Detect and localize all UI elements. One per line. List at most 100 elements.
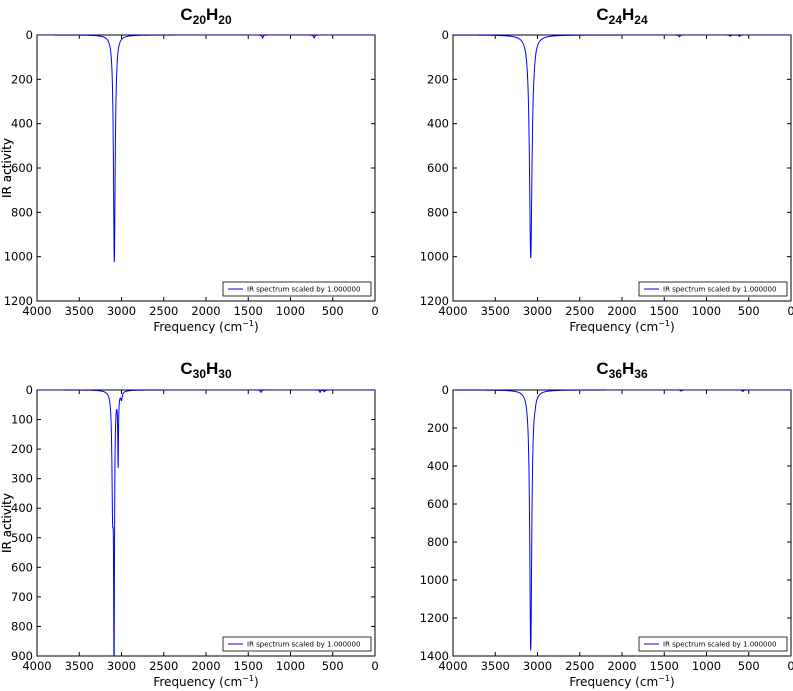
chart-title: C36H36 <box>596 359 648 381</box>
x-axis-label: Frequency (cm−1) <box>153 319 258 334</box>
x-tick-label: 0 <box>371 304 378 318</box>
spectrum-line <box>453 35 791 259</box>
x-tick-label: 2500 <box>565 304 594 318</box>
y-tick-label: 400 <box>11 501 33 515</box>
y-tick-label: 400 <box>427 117 449 131</box>
plot-frame <box>36 34 376 302</box>
y-axis-label: IR activity <box>0 138 14 198</box>
x-tick-label: 2500 <box>565 659 594 673</box>
chart-panel-3: C30H30 4000 3500 3000 2500 2000 1500 1000 500 0 0 1… <box>0 359 379 689</box>
x-tick-label: 3500 <box>65 304 94 318</box>
y-tick-label: 600 <box>11 161 33 175</box>
y-axis-label: IR activity <box>0 493 14 553</box>
y-tick-label: 200 <box>11 442 33 456</box>
spectrum-line <box>37 390 375 656</box>
x-tick-label: 2000 <box>191 304 220 318</box>
x-tick-label: 3000 <box>523 659 552 673</box>
y-tick-label: 1400 <box>420 649 449 663</box>
x-axis-label: Frequency (cm−1) <box>569 319 674 334</box>
chart-panel-1: C20H20 4000 3500 3000 2500 2000 1500 1000 500 0 0 2… <box>0 5 379 334</box>
x-tick-label: 500 <box>322 659 344 673</box>
x-tick-label: 3000 <box>107 304 136 318</box>
x-tick-label: 1500 <box>650 659 679 673</box>
legend-label: IR spectrum scaled by 1.000000 <box>663 286 776 294</box>
y-tick-label: 1000 <box>420 250 449 264</box>
x-axis-label: Frequency (cm−1) <box>569 674 674 689</box>
y-axis-label: IR activity <box>0 138 14 198</box>
x-tick-label: 1500 <box>650 304 679 318</box>
chart-title: C30H30 <box>180 359 232 381</box>
y-tick-label: 100 <box>11 413 33 427</box>
x-tick-label: 4000 <box>438 304 467 318</box>
y-tick-label: 0 <box>26 383 33 397</box>
x-tick-label: 0 <box>371 659 378 673</box>
x-tick-label: 3500 <box>481 304 510 318</box>
y-tick-label: 500 <box>11 531 33 545</box>
x-axis-label: Frequency (cm−1) <box>153 674 258 689</box>
x-tick-label: 2000 <box>191 659 220 673</box>
y-tick-label: 0 <box>26 28 33 42</box>
y-tick-label: 1000 <box>420 573 449 587</box>
y-tick-label: 1200 <box>4 294 33 308</box>
x-tick-label: 3500 <box>481 659 510 673</box>
x-tick-label: 2000 <box>607 659 636 673</box>
x-tick-label: 4000 <box>22 659 51 673</box>
plot-frame <box>36 389 376 657</box>
legend-box <box>638 281 788 297</box>
y-tick-label: 800 <box>11 619 33 633</box>
x-tick-label: 2500 <box>149 304 178 318</box>
x-tick-label: 1500 <box>234 659 263 673</box>
y-tick-label: 600 <box>11 560 33 574</box>
plot-frame <box>452 34 792 302</box>
spectrum-line <box>453 390 791 651</box>
y-tick-label: 0 <box>442 383 449 397</box>
x-tick-label: 1000 <box>276 659 305 673</box>
y-tick-label: 900 <box>11 649 33 663</box>
x-tick-label: 3000 <box>107 659 136 673</box>
x-tick-label: 3500 <box>65 659 94 673</box>
legend-box <box>222 281 372 297</box>
y-tick-label: 200 <box>11 72 33 86</box>
spectrum-line <box>37 35 375 263</box>
x-tick-label: 1500 <box>234 304 263 318</box>
chart-title: C24H24 <box>596 5 648 27</box>
x-tick-label: 4000 <box>22 304 51 318</box>
x-tick-label: 500 <box>322 304 344 318</box>
y-tick-label: 0 <box>442 28 449 42</box>
y-tick-label: 800 <box>427 205 449 219</box>
x-tick-label: 500 <box>738 659 760 673</box>
y-tick-label: 800 <box>427 535 449 549</box>
y-tick-label: 600 <box>427 497 449 511</box>
legend-box <box>638 636 788 652</box>
x-tick-label: 2000 <box>607 304 636 318</box>
y-tick-label: 800 <box>11 205 33 219</box>
y-tick-label: 1200 <box>420 294 449 308</box>
x-tick-label: 2500 <box>149 659 178 673</box>
x-tick-label: 0 <box>787 659 793 673</box>
y-tick-label: 400 <box>11 117 33 131</box>
y-tick-label: 200 <box>427 421 449 435</box>
y-tick-label: 700 <box>11 590 33 604</box>
plot-frame <box>452 389 792 657</box>
x-tick-label: 1000 <box>276 304 305 318</box>
x-tick-label: 500 <box>738 304 760 318</box>
y-tick-label: 600 <box>427 161 449 175</box>
y-tick-label: 400 <box>427 459 449 473</box>
x-tick-label: 0 <box>787 304 793 318</box>
x-tick-label: 4000 <box>438 659 467 673</box>
chart-title: C20H20 <box>180 5 232 27</box>
legend-box <box>222 636 372 652</box>
legend-label: IR spectrum scaled by 1.000000 <box>247 286 360 294</box>
x-tick-label: 1000 <box>692 659 721 673</box>
y-tick-label: 200 <box>427 72 449 86</box>
y-tick-label: 1000 <box>4 250 33 264</box>
y-tick-label: 1200 <box>420 611 449 625</box>
y-tick-label: 300 <box>11 472 33 486</box>
legend-label: IR spectrum scaled by 1.000000 <box>247 641 360 649</box>
x-tick-label: 1000 <box>692 304 721 318</box>
x-tick-label: 3000 <box>523 304 552 318</box>
y-axis-label: IR activity <box>0 493 14 553</box>
